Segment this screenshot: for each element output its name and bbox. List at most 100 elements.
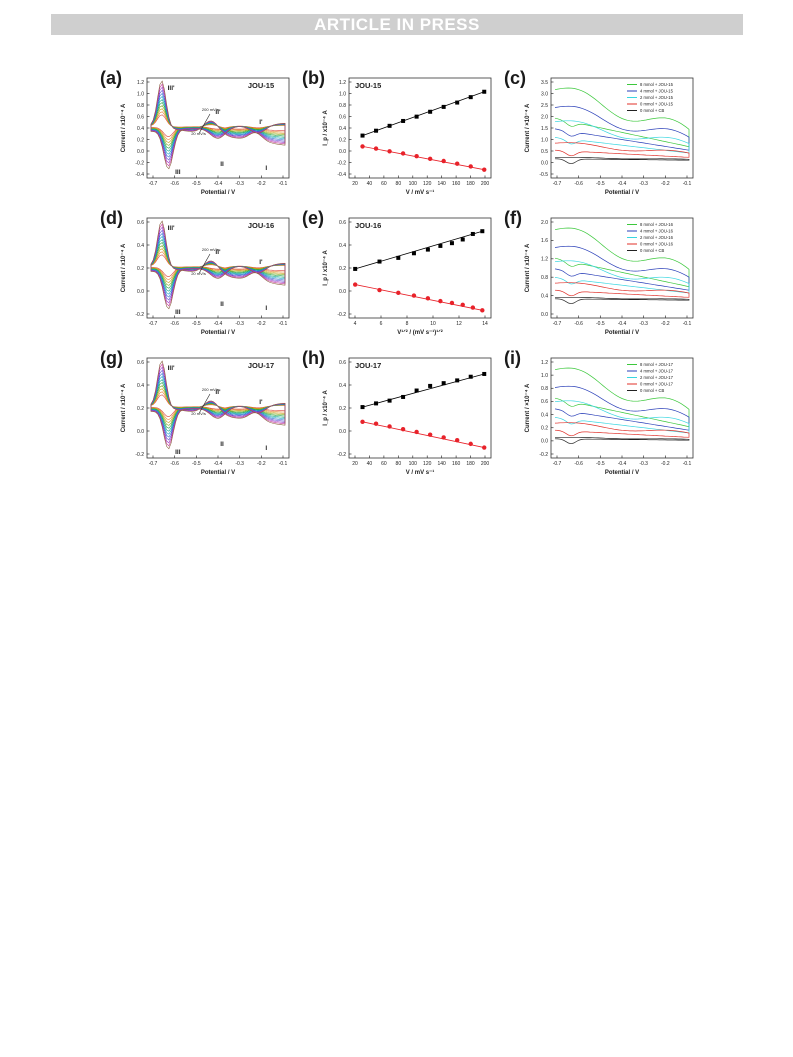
x-tick-label: 140 bbox=[437, 461, 446, 467]
y-tick-label: 0.6 bbox=[137, 360, 144, 366]
figure-panel-g: -0.7 -0.6 -0.5 -0.4 -0.3 -0.2 -0.1 0.6 0.4 0.2 0.0… bbox=[99, 348, 295, 486]
data-point bbox=[353, 266, 358, 271]
y-tick-label: 0.0 bbox=[541, 160, 548, 166]
article-in-press-banner: ARTICLE IN PRESS bbox=[51, 14, 743, 35]
x-tick-label: 120 bbox=[423, 461, 432, 467]
y-tick-label: 0.0 bbox=[137, 429, 144, 435]
y-tick-label: -0.4 bbox=[135, 172, 144, 178]
x-tick-label: 160 bbox=[452, 461, 461, 467]
data-point bbox=[387, 149, 392, 154]
y-axis-label: Current / ×10⁻⁴ A bbox=[525, 103, 531, 152]
x-axis-label: V¹ᐟ² / (mV s⁻¹)¹ᐟ² bbox=[397, 329, 443, 336]
x-tick-label: -0.5 bbox=[192, 181, 201, 187]
panel-g-svg: -0.7 -0.6 -0.5 -0.4 -0.3 -0.2 -0.1 0.6 0.4 0.2 0.0… bbox=[121, 357, 290, 476]
y-axis-label: Current / ×10⁻⁴ A bbox=[525, 383, 531, 432]
data-point bbox=[387, 123, 392, 128]
x-tick-label: -0.4 bbox=[214, 321, 223, 327]
x-tick-label: -0.6 bbox=[170, 321, 179, 327]
x-tick-label: -0.4 bbox=[214, 461, 223, 467]
x-tick-label: -0.1 bbox=[683, 181, 692, 187]
concentration-curve bbox=[554, 156, 690, 165]
y-tick-label: -0.2 bbox=[135, 452, 144, 458]
figure-grid: -0.7 -0.6 -0.5 -0.4 -0.3 -0.2 -0.1 1.2 1.0 0.8 0.6… bbox=[99, 68, 703, 488]
plot-frame bbox=[550, 217, 694, 319]
y-tick-label: 0.6 bbox=[137, 220, 144, 226]
y-tick-label: 0.4 bbox=[339, 243, 346, 249]
data-point bbox=[468, 164, 473, 169]
y-tick-label: -0.2 bbox=[337, 312, 346, 318]
y-tick-label: 1.2 bbox=[137, 80, 144, 86]
data-point bbox=[387, 424, 392, 429]
y-tick-label: 1.2 bbox=[541, 360, 548, 366]
peak-label: II bbox=[220, 301, 224, 308]
x-axis-label: Potential / V bbox=[201, 330, 235, 336]
data-point bbox=[374, 128, 379, 133]
legend-entry: 0 mmol + JOU-15 bbox=[640, 102, 674, 107]
x-tick-label: -0.2 bbox=[257, 181, 266, 187]
y-tick-label: -0.2 bbox=[539, 452, 548, 458]
figure-panel-f: -0.7 -0.6 -0.5 -0.4 -0.3 -0.2 -0.1 2.0 1.6 1.2 0.8… bbox=[503, 208, 699, 346]
panel-e-svg: 4 6 8 10 12 14 0.6 0.4 0.2 0.0 -0.2 V¹ᐟ² / (mV s⁻¹)… bbox=[323, 217, 492, 336]
x-tick-label: 12 bbox=[456, 321, 462, 327]
data-point bbox=[460, 302, 465, 307]
y-tick-label: -0.2 bbox=[337, 160, 346, 166]
peak-label: I bbox=[265, 305, 267, 312]
x-axis-label: Potential / V bbox=[201, 190, 235, 196]
y-tick-label: 0.8 bbox=[339, 103, 346, 109]
y-tick-label: 2.5 bbox=[541, 103, 548, 109]
y-tick-label: 0.2 bbox=[137, 266, 144, 272]
fit-line bbox=[362, 146, 485, 171]
x-tick-label: -0.2 bbox=[661, 321, 670, 327]
x-tick-label: -0.3 bbox=[235, 461, 244, 467]
data-point bbox=[377, 287, 382, 293]
data-point bbox=[414, 114, 419, 119]
y-tick-label: 0.4 bbox=[137, 243, 144, 249]
panel-label-i: (i) bbox=[504, 348, 521, 368]
data-point bbox=[449, 241, 454, 246]
y-tick-label: -0.2 bbox=[135, 160, 144, 166]
legend-entry: 8 mmol + JOU-15 bbox=[640, 82, 674, 87]
panel-h-svg: 20 40 60 80 100 120 140 160 180 200 0.6 0.4 0.2 0.0 -0… bbox=[323, 357, 492, 476]
x-tick-label: 140 bbox=[437, 181, 446, 187]
data-point bbox=[377, 259, 382, 264]
legend-entry: 2 mmol + JOU-15 bbox=[640, 95, 674, 100]
x-tick-label: -0.4 bbox=[214, 181, 223, 187]
data-point bbox=[468, 374, 473, 379]
x-tick-label: 180 bbox=[466, 461, 475, 467]
data-point bbox=[449, 300, 455, 306]
peak-label: III' bbox=[168, 365, 175, 372]
y-tick-label: -0.2 bbox=[135, 312, 144, 318]
data-point bbox=[482, 89, 487, 94]
y-tick-label: 0.6 bbox=[339, 220, 346, 226]
fit-line bbox=[362, 91, 485, 136]
data-point bbox=[454, 438, 460, 443]
plot-frame bbox=[348, 217, 492, 319]
concentration-curve bbox=[554, 120, 690, 154]
y-tick-label: 0.8 bbox=[137, 103, 144, 109]
peak-label: III bbox=[175, 309, 181, 316]
legend-entry: 0 mmol + CB bbox=[640, 388, 665, 393]
x-tick-label: 20 bbox=[352, 461, 358, 467]
x-tick-label: -0.1 bbox=[683, 321, 692, 327]
legend-entry: 0 mmol + CB bbox=[640, 248, 665, 253]
x-tick-label: -0.3 bbox=[235, 321, 244, 327]
concentration-curve bbox=[554, 296, 690, 305]
panel-title: JOU-15 bbox=[355, 81, 381, 90]
y-tick-label: 0.0 bbox=[339, 149, 346, 155]
data-point bbox=[428, 109, 433, 114]
plot-frame bbox=[348, 77, 492, 179]
y-tick-label: 2.0 bbox=[541, 220, 548, 226]
x-tick-label: 100 bbox=[409, 461, 418, 467]
x-axis-label: V / mV s⁻¹ bbox=[406, 189, 435, 196]
x-tick-label: -0.7 bbox=[553, 181, 562, 187]
y-tick-label: 0.6 bbox=[339, 114, 346, 120]
y-tick-label: -0.2 bbox=[337, 452, 346, 458]
x-tick-label: 160 bbox=[452, 181, 461, 187]
data-point bbox=[425, 296, 431, 301]
x-tick-label: -0.1 bbox=[279, 321, 288, 327]
y-tick-label: 2.0 bbox=[541, 114, 548, 120]
x-tick-label: -0.3 bbox=[639, 461, 648, 467]
concentration-curve bbox=[554, 142, 690, 158]
data-point bbox=[482, 445, 487, 450]
peak-label: I bbox=[265, 445, 267, 452]
